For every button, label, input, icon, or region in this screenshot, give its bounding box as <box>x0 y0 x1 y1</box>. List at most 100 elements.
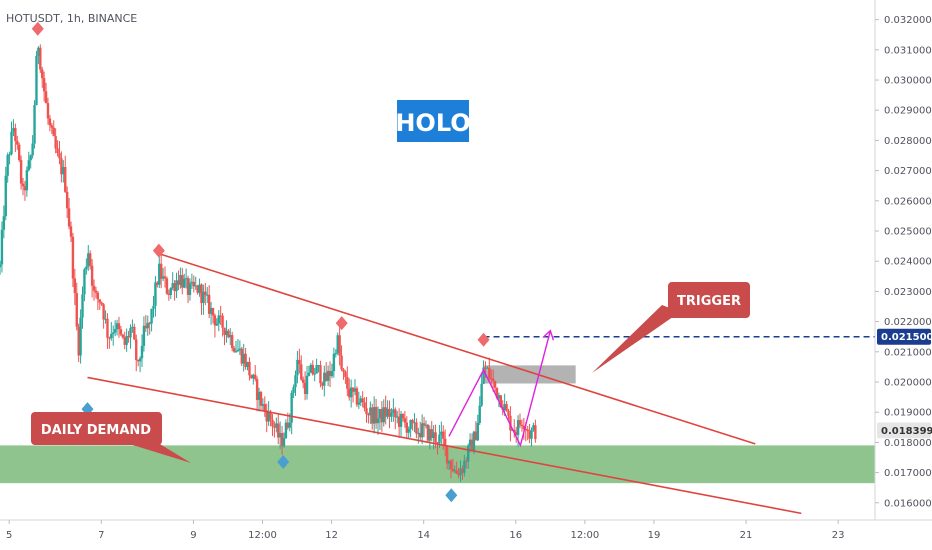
candle-body <box>509 415 512 431</box>
candle-body <box>0 264 2 268</box>
candle-body <box>357 402 361 405</box>
candle-body <box>254 374 257 380</box>
candle-body <box>165 278 169 294</box>
candle <box>8 151 11 165</box>
trough-marker <box>445 488 458 503</box>
candle-body <box>451 468 455 472</box>
candle <box>453 465 456 474</box>
candle-body <box>490 378 493 380</box>
candle <box>323 365 326 397</box>
candle-body <box>190 281 194 284</box>
candle-body <box>85 266 88 270</box>
candle <box>282 432 286 448</box>
candle-body <box>430 429 433 438</box>
lines-layer <box>87 252 875 515</box>
candle <box>234 340 238 353</box>
candle <box>461 465 464 480</box>
candle <box>353 379 357 396</box>
candle-body <box>478 405 481 423</box>
candle-body <box>207 294 211 314</box>
candle-body <box>188 283 192 295</box>
candle <box>430 421 433 442</box>
candle <box>357 391 361 409</box>
candle <box>409 419 412 438</box>
candle <box>98 299 101 310</box>
candle <box>154 276 157 317</box>
demand-callout-bg <box>31 412 162 445</box>
candle-body <box>440 431 443 435</box>
candle-body <box>75 293 78 327</box>
candle-body <box>113 329 117 333</box>
candle-body <box>173 283 176 292</box>
candle-body <box>351 387 355 392</box>
candle-body <box>232 348 236 352</box>
candle <box>420 414 424 444</box>
candle-body <box>271 419 274 427</box>
candle <box>42 71 46 102</box>
candle-body <box>353 388 357 392</box>
candle-body <box>463 460 466 473</box>
candle-body <box>54 136 57 149</box>
candle-body <box>27 160 30 171</box>
candle <box>163 266 167 288</box>
zigzag-projection <box>448 330 552 448</box>
candle-body <box>447 460 451 464</box>
candle <box>171 272 174 291</box>
candle-body <box>419 432 422 438</box>
candle-body <box>530 429 533 439</box>
candle-body <box>405 422 408 433</box>
candle <box>14 123 17 152</box>
candle-body <box>150 308 153 324</box>
candle <box>123 331 126 350</box>
candle-body <box>442 431 445 439</box>
candle-body <box>305 375 309 395</box>
candle-body <box>250 375 253 379</box>
candle <box>271 414 274 437</box>
candle <box>169 287 172 299</box>
candle <box>275 417 278 433</box>
candle-body <box>280 433 284 447</box>
symbol-label: HOTUSDT, 1h, BINANCE <box>6 12 137 25</box>
candle-body <box>41 69 44 79</box>
candle-body <box>246 361 249 367</box>
candle <box>445 445 449 470</box>
candle <box>92 279 96 301</box>
candle <box>351 387 355 403</box>
candle-body <box>192 281 196 287</box>
candle-body <box>229 335 232 338</box>
candle-body <box>386 408 389 417</box>
candle <box>60 151 63 183</box>
candle <box>470 433 474 452</box>
candle <box>186 275 190 304</box>
candle <box>396 410 399 424</box>
x-tick-label: 12 <box>325 530 338 541</box>
candle-body <box>413 422 416 424</box>
candle-body <box>138 358 142 362</box>
candle-body <box>35 56 38 106</box>
candle <box>131 319 134 333</box>
candle <box>225 320 228 343</box>
x-tick-label: 21 <box>740 530 753 541</box>
candle <box>83 267 86 302</box>
candle-body <box>240 348 243 364</box>
candle <box>39 44 42 73</box>
candle-body <box>213 315 217 326</box>
candle <box>298 348 301 374</box>
candle <box>85 258 88 275</box>
candle-body <box>255 379 259 400</box>
candle <box>273 421 276 438</box>
candle <box>10 121 13 156</box>
candle-body <box>317 365 320 367</box>
candle <box>534 419 537 443</box>
candle <box>177 270 180 291</box>
candle <box>344 370 347 384</box>
candle-body <box>198 284 201 293</box>
peak-marker <box>477 332 490 347</box>
candle-body <box>140 345 144 359</box>
candle <box>167 289 171 301</box>
candle-body <box>455 470 458 474</box>
